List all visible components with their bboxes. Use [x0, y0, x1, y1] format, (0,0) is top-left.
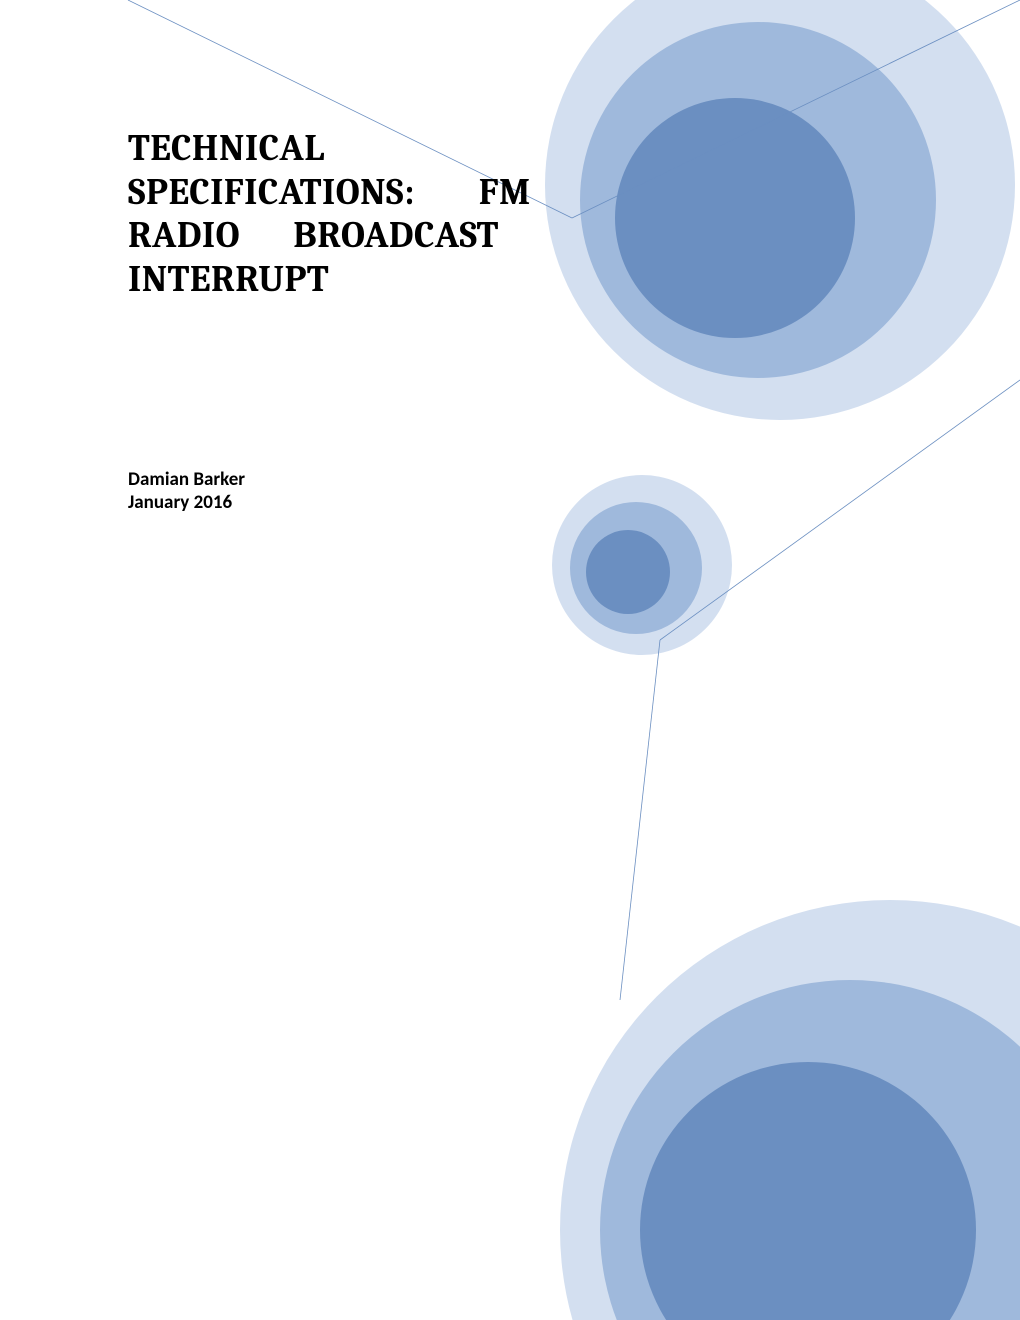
circle-mid-inner [586, 530, 670, 614]
document-title: TECHNICAL SPECIFICATIONS: FM RADIO BROAD… [128, 128, 688, 303]
title-line-2: SPECIFICATIONS: FM [128, 172, 688, 216]
title-line-4: INTERRUPT [128, 259, 688, 303]
author-name: Damian Barker [128, 468, 245, 491]
author-block: Damian Barker January 2016 [128, 468, 245, 514]
title-line-3: RADIO BROADCAST [128, 215, 688, 259]
title-line-1: TECHNICAL [128, 128, 688, 172]
decor-line-4 [620, 640, 660, 1000]
document-cover-page: TECHNICAL SPECIFICATIONS: FM RADIO BROAD… [0, 0, 1020, 1320]
author-date: January 2016 [128, 491, 245, 514]
